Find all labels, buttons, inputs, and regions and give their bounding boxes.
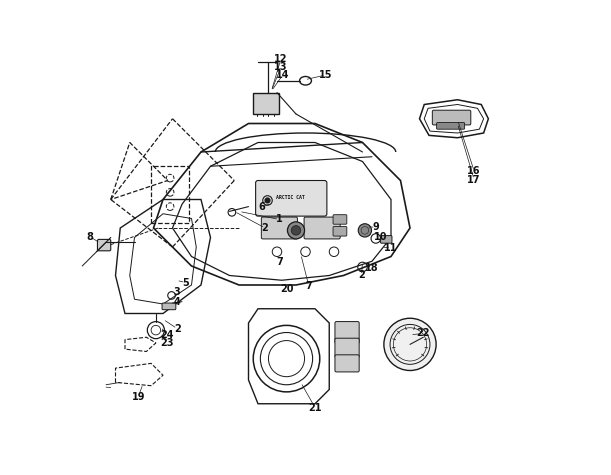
Circle shape bbox=[358, 224, 371, 237]
Text: 19: 19 bbox=[131, 391, 145, 402]
FancyBboxPatch shape bbox=[335, 322, 359, 343]
Text: 3: 3 bbox=[174, 287, 181, 297]
Text: 13: 13 bbox=[274, 62, 288, 73]
Text: 5: 5 bbox=[183, 277, 189, 288]
Text: 1: 1 bbox=[276, 214, 283, 225]
Text: 2: 2 bbox=[174, 323, 181, 334]
FancyBboxPatch shape bbox=[255, 180, 327, 216]
Text: 2: 2 bbox=[358, 270, 365, 281]
Text: 12: 12 bbox=[274, 54, 288, 65]
Text: 7: 7 bbox=[276, 257, 283, 267]
FancyBboxPatch shape bbox=[262, 217, 298, 239]
Circle shape bbox=[291, 226, 301, 235]
FancyBboxPatch shape bbox=[437, 123, 464, 129]
FancyBboxPatch shape bbox=[333, 227, 347, 236]
Text: 14: 14 bbox=[276, 70, 290, 80]
Text: 4: 4 bbox=[174, 296, 181, 307]
Text: 11: 11 bbox=[384, 243, 398, 253]
Text: 17: 17 bbox=[467, 174, 481, 185]
Text: 21: 21 bbox=[309, 402, 322, 413]
FancyBboxPatch shape bbox=[162, 303, 176, 310]
Text: 16: 16 bbox=[467, 166, 481, 176]
Text: 10: 10 bbox=[374, 232, 387, 243]
FancyBboxPatch shape bbox=[335, 355, 359, 372]
Circle shape bbox=[287, 222, 304, 239]
FancyBboxPatch shape bbox=[433, 110, 471, 125]
FancyBboxPatch shape bbox=[333, 215, 347, 224]
Circle shape bbox=[265, 198, 270, 203]
Text: 2: 2 bbox=[262, 223, 268, 233]
Text: 8: 8 bbox=[86, 231, 93, 242]
FancyBboxPatch shape bbox=[335, 338, 359, 358]
Text: 7: 7 bbox=[306, 281, 312, 291]
Text: 18: 18 bbox=[365, 263, 379, 274]
FancyBboxPatch shape bbox=[304, 217, 340, 239]
Text: 24: 24 bbox=[160, 330, 174, 340]
Text: 9: 9 bbox=[373, 222, 379, 232]
Text: 15: 15 bbox=[319, 70, 332, 80]
FancyBboxPatch shape bbox=[97, 239, 111, 251]
FancyBboxPatch shape bbox=[381, 236, 392, 243]
Text: 22: 22 bbox=[417, 328, 430, 339]
FancyBboxPatch shape bbox=[253, 93, 279, 114]
Text: 23: 23 bbox=[160, 338, 174, 348]
Text: 6: 6 bbox=[258, 201, 265, 212]
Text: 20: 20 bbox=[280, 284, 295, 294]
Text: ARCTIC CAT: ARCTIC CAT bbox=[276, 195, 305, 200]
Circle shape bbox=[384, 318, 436, 370]
